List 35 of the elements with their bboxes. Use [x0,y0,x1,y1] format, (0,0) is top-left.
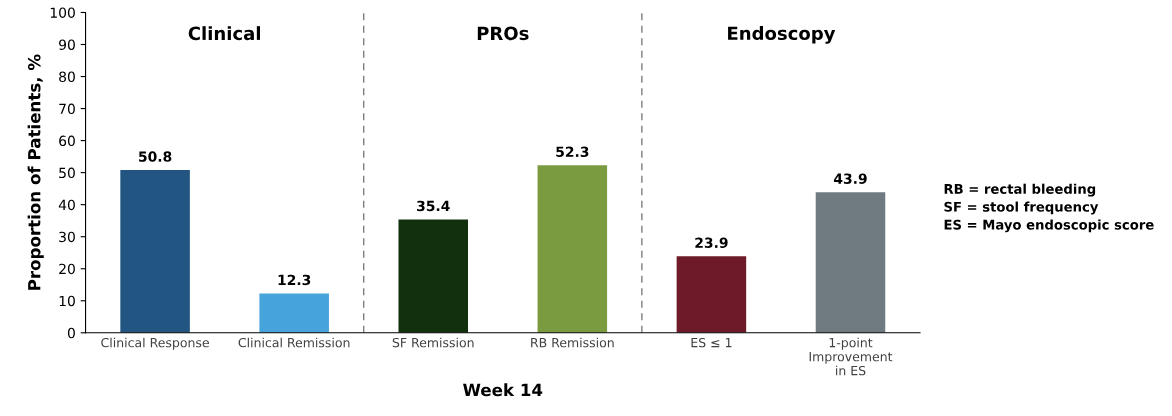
text: RB = rectal bleeding SF = stool frequency ES = Mayo endoscopic score [944,183,1154,233]
y-tick-label: 0 [67,327,75,339]
data-label: 43.9 [833,173,867,184]
x-axis-title: Week 14 [463,383,543,397]
y-tick-label: 60 [59,135,75,147]
data-label: 12.3 [278,274,311,286]
x-tick-label: Clinical Remission [238,337,350,348]
bar [537,165,608,333]
annotation: Clinical [188,26,260,41]
y-tick-label: 20 [59,263,75,275]
y-axis-title: Proportion of Patients, % [27,54,44,290]
y-tick-label: 100 [50,7,75,18]
data-label: 52.3 [556,146,589,158]
annotation: PROs [477,26,529,41]
annotation: Endoscopy [728,26,836,44]
bar [259,293,329,333]
data-label: 23.9 [695,237,728,248]
bar [676,256,747,333]
y-tick-label: 30 [59,231,75,243]
data-label: 35.4 [417,200,450,212]
x-tick-label: SF Remission [392,337,474,348]
x-tick-label: RB Remission [531,337,614,348]
x-tick-label: 1-point Improvement in ES [809,337,893,376]
x-tick-label: ES ≤ 1 [691,337,732,348]
y-tick-label: 50 [59,167,75,179]
y-tick-label: 40 [58,199,75,211]
bar [120,170,190,333]
data-label: 50.8 [139,151,172,162]
y-tick-label: 80 [59,71,75,83]
y-tick-label: 90 [59,39,75,50]
x-tick-label: Clinical Response [101,337,209,350]
bar [815,192,886,333]
y-tick-label: 70 [59,103,75,115]
bar [398,219,469,333]
y-tick-label: 10 [59,295,75,307]
